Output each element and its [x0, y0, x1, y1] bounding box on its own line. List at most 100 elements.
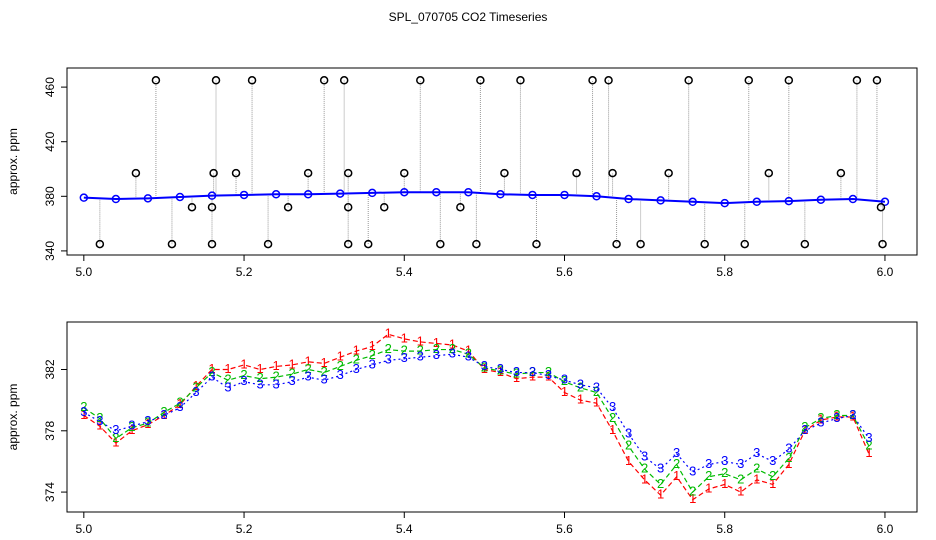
outlier-point	[263, 239, 273, 249]
y-tick-label: 340	[43, 241, 57, 261]
outlier-point	[343, 202, 353, 212]
point-marker: 1	[561, 384, 568, 399]
point-marker: 1	[721, 476, 728, 491]
point-marker: 3	[865, 430, 872, 445]
point-marker: 2	[593, 384, 600, 399]
point-marker: 3	[609, 399, 616, 414]
outlier-point	[740, 239, 750, 249]
point-marker: 1	[705, 480, 712, 495]
point-marker: 3	[256, 376, 263, 391]
x-tick-label: 6.0	[877, 265, 894, 279]
x-tick-label: 5.4	[396, 522, 413, 536]
baseline-point	[592, 192, 601, 201]
point-marker: 2	[657, 476, 664, 491]
outlier-point	[151, 76, 161, 85]
outlier-point	[516, 76, 525, 85]
point-marker: 3	[801, 422, 808, 437]
point-marker: 1	[753, 471, 760, 486]
outlier-point	[744, 76, 754, 85]
series-line	[83, 333, 870, 501]
point-marker: 3	[673, 445, 680, 460]
point-marker: 2	[337, 358, 344, 373]
baseline-point	[528, 190, 537, 200]
point-marker: 3	[112, 422, 119, 437]
outlier-point	[187, 202, 197, 212]
outlier-point	[872, 76, 882, 85]
outlier-point	[131, 168, 141, 178]
point-marker: 3	[289, 373, 296, 388]
outlier-point	[95, 239, 105, 249]
point-marker: 2	[240, 367, 247, 382]
point-marker: 3	[593, 379, 600, 394]
outlier-point	[684, 76, 693, 85]
point-marker: 3	[737, 456, 744, 471]
point-marker: 1	[256, 361, 263, 376]
point-marker: 3	[561, 372, 568, 387]
point-marker: 3	[369, 356, 376, 371]
series-line	[83, 353, 870, 473]
point-marker: 2	[417, 343, 424, 358]
outlier-point	[339, 76, 349, 85]
point-marker: 3	[208, 369, 215, 384]
plot-frame	[66, 321, 918, 513]
x-tick-label: 5.0	[75, 522, 92, 536]
x-tick-label: 5.8	[716, 522, 733, 536]
point-marker: 2	[753, 461, 760, 476]
point-marker: 3	[433, 347, 440, 362]
point-marker: 1	[577, 392, 584, 407]
baseline-point	[335, 189, 345, 198]
y-tick-label: 380	[43, 186, 57, 206]
baseline-point	[239, 190, 249, 200]
point-marker: 1	[369, 338, 376, 353]
outlier-point	[800, 239, 810, 249]
outlier-point	[608, 168, 617, 178]
point-marker: 2	[609, 410, 616, 425]
outlier-point	[207, 202, 217, 212]
point-marker: 2	[321, 364, 328, 379]
outlier-point	[878, 239, 887, 249]
x-tick-label: 5.6	[556, 265, 573, 279]
outlier-point	[876, 202, 886, 212]
x-tick-label: 5.2	[236, 522, 253, 536]
point-marker: 3	[497, 361, 504, 376]
point-marker: 1	[865, 445, 872, 460]
outlier-point	[572, 168, 581, 178]
baseline-point	[784, 196, 794, 206]
point-marker: 3	[417, 349, 424, 364]
point-marker: 1	[785, 456, 792, 471]
point-marker: 2	[433, 341, 440, 356]
outlier-point	[343, 168, 353, 178]
baseline-point	[464, 187, 473, 197]
point-marker: 2	[545, 364, 552, 379]
point-marker: 2	[305, 361, 312, 376]
baseline-line	[83, 191, 886, 205]
point-marker: 1	[593, 395, 600, 410]
point-marker: 1	[96, 418, 103, 433]
point-marker: 1	[465, 343, 472, 358]
point-marker: 2	[865, 438, 872, 453]
outlier-point	[167, 239, 177, 249]
y-axis-label: approx. ppm	[6, 128, 20, 195]
outlier-point	[231, 168, 241, 178]
point-marker: 3	[224, 379, 231, 394]
outlier-point	[247, 76, 257, 85]
point-marker: 2	[208, 364, 215, 379]
baseline-point	[560, 190, 569, 200]
point-marker: 2	[465, 346, 472, 361]
point-marker: 2	[817, 410, 824, 425]
point-marker: 1	[801, 422, 808, 437]
point-marker: 1	[657, 487, 664, 502]
baseline-point	[816, 195, 826, 204]
point-marker: 2	[160, 404, 167, 419]
point-marker: 1	[689, 491, 696, 506]
point-marker: 1	[769, 476, 776, 491]
x-tick-label: 5.4	[396, 265, 413, 279]
point-marker: 2	[625, 438, 632, 453]
point-marker: 1	[176, 396, 183, 411]
point-marker: 1	[305, 353, 312, 368]
point-marker: 1	[673, 468, 680, 483]
point-marker: 2	[192, 379, 199, 394]
point-marker: 1	[240, 356, 247, 371]
y-tick-label: 378	[43, 420, 57, 440]
series-line	[83, 348, 870, 494]
